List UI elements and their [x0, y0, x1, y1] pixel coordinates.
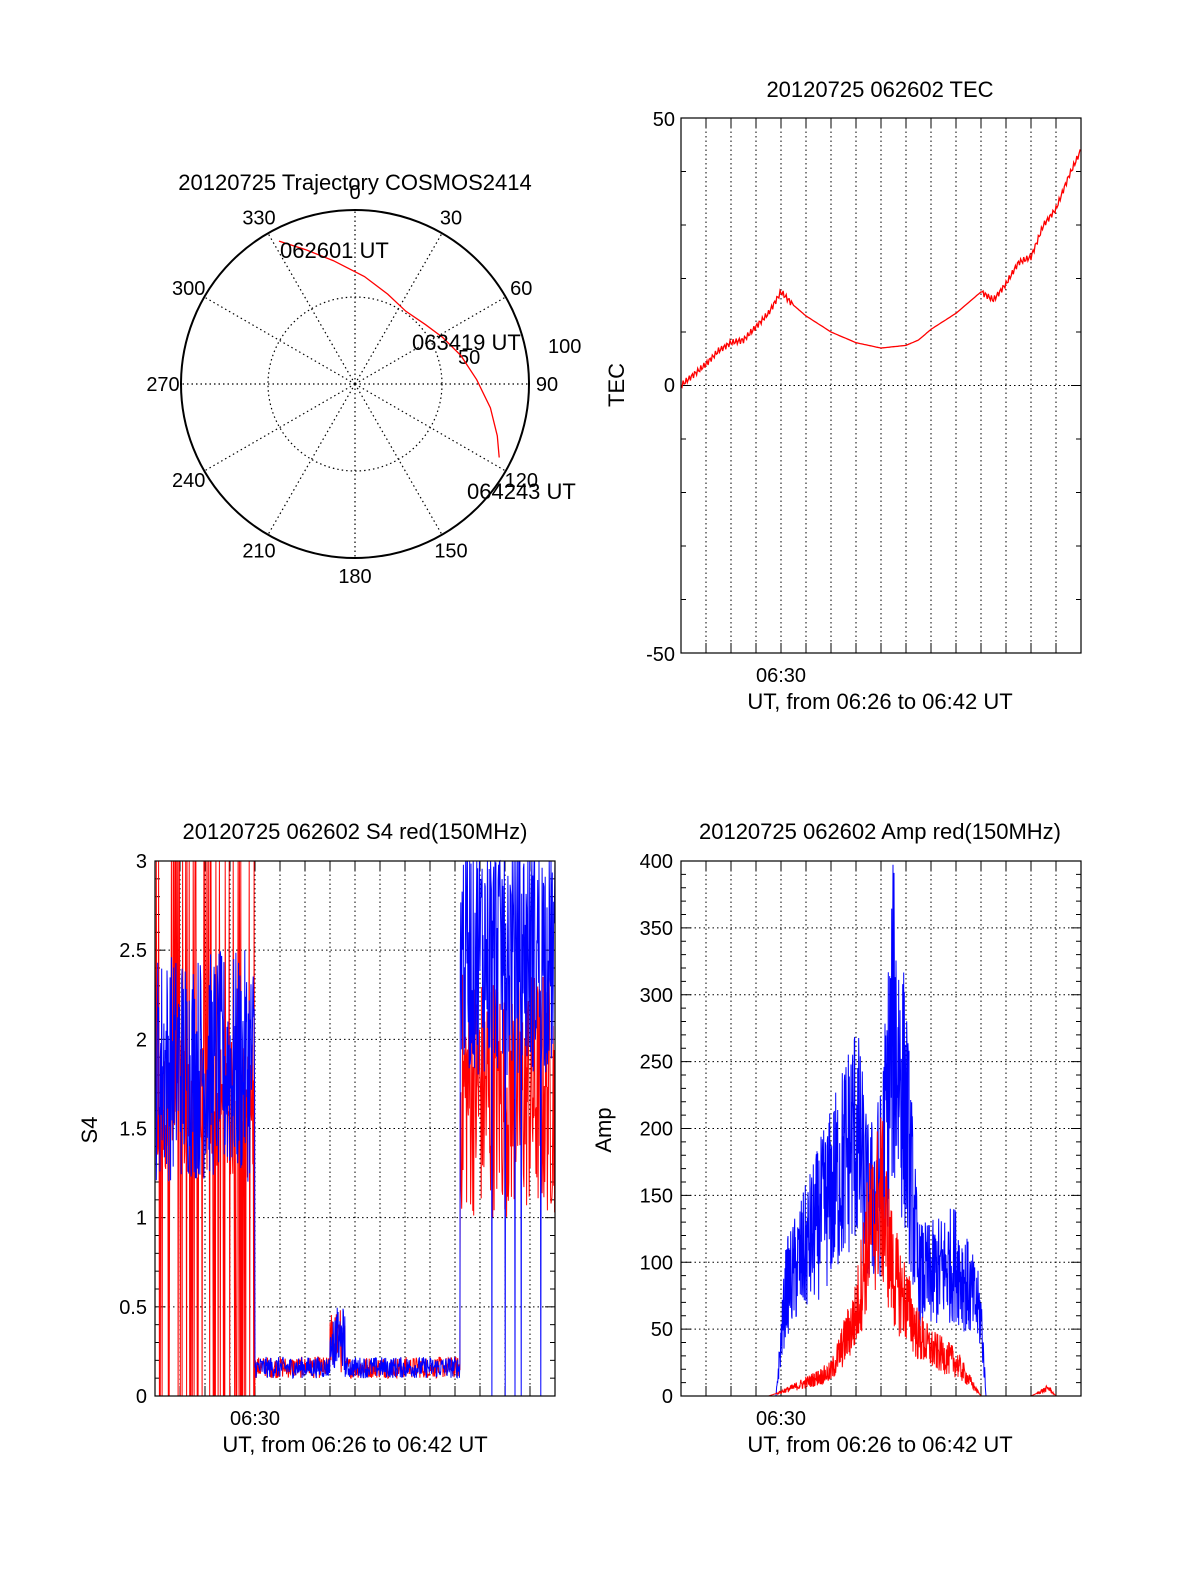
tec-ylabel: TEC	[604, 363, 629, 407]
polar-inner-circle	[267, 296, 443, 472]
s4-xtick-0630: 06:30	[230, 1408, 280, 1430]
polar-angle-label: 300	[172, 278, 205, 300]
polar-angle-label: 90	[536, 374, 558, 396]
amp-ytick-label: 50	[651, 1319, 673, 1341]
polar-spoke	[204, 383, 356, 472]
polar-angle-label: 0	[349, 182, 360, 204]
trajectory-mid-label: 063419 UT	[412, 330, 521, 355]
polar-chart-title: 20120725 Trajectory COSMOS2414	[178, 170, 531, 195]
amp-ytick-label: 300	[640, 985, 673, 1007]
amp-ytick-label: 400	[640, 851, 673, 873]
amp-ytick-label: 250	[640, 1052, 673, 1074]
s4-ytick-label: 0.5	[119, 1297, 147, 1319]
polar-angle-label: 210	[242, 540, 275, 562]
amp-ytick-label: 100	[640, 1252, 673, 1274]
polar-angle-labels: 0 30 60 90 120 150 180 210 240 270 300 330	[146, 182, 558, 588]
amp-chart-title: 20120725 062602 Amp red(150MHz)	[699, 819, 1061, 844]
s4-blue-series	[154, 859, 556, 1397]
trajectory-end-label: 064243 UT	[467, 479, 576, 504]
s4-ytick-label: 2	[136, 1029, 147, 1051]
s4-ytick-label: 2.5	[119, 940, 147, 962]
polar-spoke	[204, 296, 356, 385]
amp-xlabel: UT, from 06:26 to 06:42 UT	[747, 1432, 1012, 1457]
polar-spoke	[267, 383, 356, 535]
polar-angle-label: 180	[338, 566, 371, 588]
s4-chart: 20120725 062602 S4 red(150MHz) 0 0.5 1 1.5 2…	[77, 819, 556, 1457]
amp-plot-frame	[680, 860, 1082, 1397]
tec-chart-title: 20120725 062602 TEC	[766, 77, 993, 102]
amp-chart: 20120725 062602 Amp red(150MHz) 0 50 100 15…	[591, 819, 1082, 1457]
s4-xlabel: UT, from 06:26 to 06:42 UT	[222, 1432, 487, 1457]
s4-ytick-labels: 0 0.5 1 1.5 2 2.5 3	[119, 851, 147, 1408]
tec-ytick-0: 0	[664, 375, 675, 397]
tec-ytick-50: 50	[653, 109, 675, 131]
polar-radial-label-100: 100	[548, 336, 581, 358]
polar-angle-label: 120	[505, 470, 538, 492]
tec-series-line	[680, 149, 1082, 389]
s4-ytick-label: 1.5	[119, 1119, 147, 1141]
tec-ytick-neg50: -50	[646, 644, 675, 666]
polar-angle-label: 330	[242, 208, 275, 230]
polar-angle-label: 60	[510, 278, 532, 300]
tec-plot-frame	[680, 117, 1082, 654]
trajectory-line	[278, 240, 500, 458]
s4-ytick-label: 3	[136, 851, 147, 873]
s4-ytick-label: 0	[136, 1386, 147, 1408]
amp-ytick-label: 350	[640, 918, 673, 940]
s4-chart-title: 20120725 062602 S4 red(150MHz)	[183, 819, 528, 844]
amp-xtick-0630: 06:30	[756, 1408, 806, 1430]
polar-angle-label: 150	[434, 540, 467, 562]
amp-ylabel: Amp	[591, 1107, 616, 1152]
polar-angle-label: 270	[146, 374, 179, 396]
amp-ytick-labels: 0 50 100 150 200 250 300 350 400	[640, 851, 673, 1408]
polar-angle-label: 30	[440, 208, 462, 230]
amp-ticks	[681, 861, 1081, 1396]
polar-angle-label: 240	[172, 470, 205, 492]
tec-chart: 20120725 062602 TEC 50 0 -50 06:30 UT, f…	[604, 77, 1082, 714]
s4-ylabel: S4	[77, 1117, 102, 1144]
polar-outer-circle	[180, 209, 530, 559]
amp-ytick-label: 200	[640, 1119, 673, 1141]
tec-xlabel: UT, from 06:26 to 06:42 UT	[747, 689, 1012, 714]
s4-ytick-label: 1	[136, 1208, 147, 1230]
polar-radial-label-50: 50	[458, 347, 480, 369]
polar-trajectory-chart: 20120725 Trajectory COSMOS2414 0 30 60 90 12…	[146, 170, 581, 588]
amp-ytick-label: 150	[640, 1185, 673, 1207]
tec-grid	[681, 118, 1081, 653]
tec-ticks	[681, 118, 1081, 653]
s4-plot-frame	[154, 860, 556, 1397]
amp-ytick-label: 0	[662, 1386, 673, 1408]
polar-grid	[181, 210, 529, 558]
trajectory-start-label: 062601 UT	[280, 238, 389, 263]
polar-spoke	[267, 233, 356, 385]
tec-xtick-0630: 06:30	[756, 665, 806, 687]
amp-red-series	[681, 1117, 1081, 1397]
